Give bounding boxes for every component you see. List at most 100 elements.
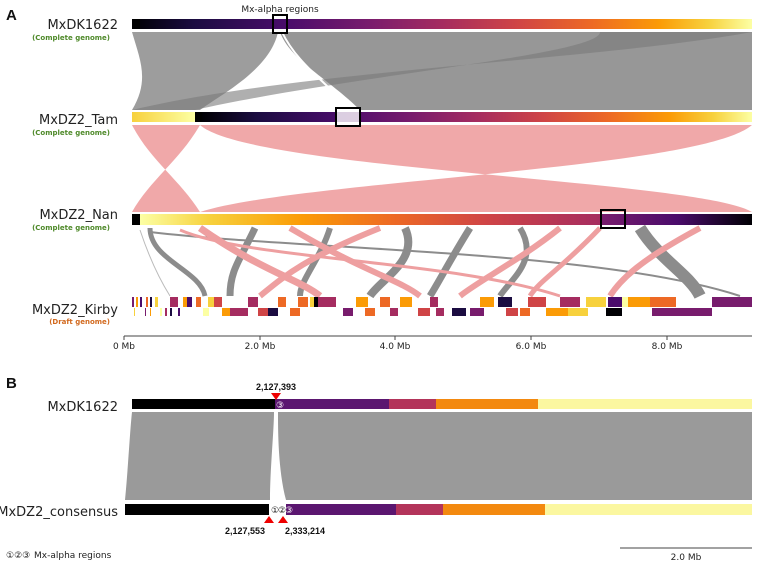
genome-label-b: MxDZ2_consensus <box>0 505 118 520</box>
contig <box>400 297 412 307</box>
position-marker-top <box>271 393 281 400</box>
genome-bar-mxdz2-consensus[interactable] <box>125 504 269 515</box>
contig <box>160 308 162 316</box>
contig <box>650 297 676 307</box>
contig <box>170 297 178 307</box>
contig <box>222 308 230 316</box>
contig <box>150 308 151 316</box>
panel-b-letter: B <box>6 375 17 392</box>
contig <box>506 308 518 316</box>
contig <box>183 297 188 307</box>
contig <box>145 308 146 316</box>
axis-tick-label: 8.0 Mb <box>652 342 683 352</box>
band-gap <box>281 31 346 111</box>
axis-tick-label: 2.0 Mb <box>245 342 276 352</box>
mx-alpha-mark: ③ <box>285 506 293 516</box>
mx-alpha-region-box[interactable] <box>272 14 288 34</box>
contig <box>268 308 278 316</box>
contig <box>470 308 484 316</box>
contig <box>150 297 152 307</box>
genome-label: MxDK1622 <box>47 18 118 33</box>
synteny-band-left <box>125 412 274 500</box>
genome-label: MxDZ2_Tam <box>39 113 118 128</box>
genome-bar-mxdz2-nan[interactable] <box>132 214 140 225</box>
mx-alpha-region-box[interactable] <box>600 209 626 229</box>
contig <box>498 297 512 307</box>
contig <box>278 297 286 307</box>
genome-bar-mxdk1622[interactable] <box>132 19 752 29</box>
contig <box>606 308 622 316</box>
contig <box>452 308 466 316</box>
mx-alpha-mark: ③ <box>276 401 284 411</box>
contig <box>712 297 752 307</box>
contig <box>170 308 172 316</box>
contig <box>365 308 375 316</box>
genome-subtitle: (Complete genome) <box>32 34 110 42</box>
genome-subtitle: (Draft genome) <box>49 318 110 326</box>
mx-alpha-mark: ① <box>271 506 279 516</box>
contig <box>187 297 192 307</box>
scale-bar-label: 2.0 Mb <box>671 553 702 563</box>
contig <box>314 297 318 307</box>
contig <box>622 297 628 307</box>
synteny-bands-dk-tam <box>132 31 752 111</box>
contig <box>134 308 135 316</box>
contig <box>146 297 148 307</box>
contig <box>140 297 142 307</box>
synteny-band <box>200 125 752 212</box>
axis-tick-label: 0 Mb <box>113 342 135 352</box>
legend-label: Mx-alpha regions <box>34 551 112 561</box>
synteny-band <box>132 125 200 212</box>
mx-alpha-mark: ② <box>278 506 286 516</box>
contig <box>628 297 650 307</box>
contig <box>418 308 430 316</box>
genome-label: MxDZ2_Kirby <box>32 303 118 318</box>
genome-subtitle: (Complete genome) <box>32 224 110 232</box>
position-marker-bottom-left <box>264 516 274 523</box>
contig <box>380 297 390 307</box>
contig <box>343 308 353 316</box>
contig <box>155 297 158 307</box>
contig <box>298 297 308 307</box>
synteny-bands-nan-kirby <box>139 224 741 299</box>
contig <box>586 297 606 307</box>
genome-subtitle: (Complete genome) <box>32 129 110 137</box>
genome-contigs-mxdz2-kirby[interactable] <box>132 297 752 316</box>
contig <box>480 297 494 307</box>
contig <box>203 308 209 316</box>
genome-bar-mxdz2-tam[interactable] <box>132 112 195 122</box>
contig <box>230 308 248 316</box>
contig <box>248 297 258 307</box>
contig <box>196 297 201 307</box>
contig <box>290 308 300 316</box>
synteny-bands-tam-nan <box>132 125 752 212</box>
contig <box>310 297 315 307</box>
contig <box>165 308 167 316</box>
genome-label-b: MxDK1622 <box>47 400 118 415</box>
contig <box>430 297 438 307</box>
synteny-band <box>132 32 278 110</box>
panel-a-letter: A <box>6 7 17 24</box>
contig <box>608 297 622 307</box>
contig <box>652 308 712 316</box>
position-label-top: 2,127,393 <box>256 382 296 392</box>
synteny-band-right <box>132 412 752 500</box>
contig <box>132 297 134 307</box>
contig <box>546 308 568 316</box>
genome-bar-mxdk1622-b[interactable] <box>132 399 275 409</box>
contig <box>436 308 444 316</box>
contig <box>318 297 336 307</box>
contig <box>520 308 530 316</box>
contig <box>258 308 268 316</box>
contig <box>178 308 180 316</box>
contig <box>208 297 214 307</box>
contig <box>136 297 138 307</box>
contig <box>560 297 580 307</box>
contig <box>390 308 398 316</box>
mx-alpha-annotation: Mx-alpha regions <box>241 5 319 15</box>
legend-symbols: ①②③ <box>6 551 30 561</box>
position-marker-bottom-right <box>278 516 288 523</box>
mx-alpha-region-box[interactable] <box>335 107 361 127</box>
